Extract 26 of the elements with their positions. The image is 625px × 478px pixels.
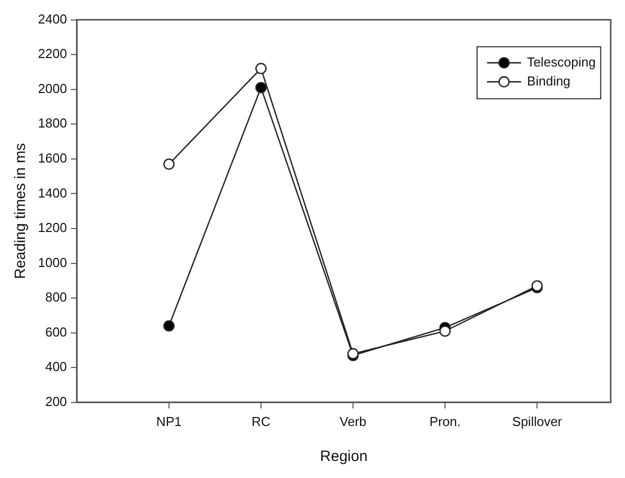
x-tick-label: Spillover — [512, 414, 563, 429]
x-axis-title: Region — [320, 448, 368, 466]
point — [163, 158, 175, 170]
y-tick-label: 1200 — [38, 220, 67, 236]
point — [439, 325, 451, 337]
y-tick-label: 600 — [45, 324, 67, 340]
point — [255, 82, 267, 94]
y-tick-label: 200 — [45, 394, 67, 409]
y-tick-label: 1000 — [38, 254, 67, 270]
x-tick-label: RC — [252, 414, 270, 429]
y-tick-label: 2200 — [38, 46, 67, 62]
y-tick-label: 2000 — [38, 80, 67, 96]
y-tick-label: 400 — [45, 359, 67, 374]
y-axis-title: Reading times in ms — [12, 143, 30, 280]
x-tick-label: Verb — [340, 414, 366, 429]
y-tick-label: 1600 — [38, 150, 67, 166]
legend-label: Binding — [527, 73, 570, 88]
x-tick-label: NP1 — [156, 414, 182, 429]
x-tick-label: Pron. — [430, 414, 461, 429]
point — [163, 320, 175, 332]
y-tick-label: 1800 — [38, 116, 67, 131]
legend-label: Telescoping — [527, 54, 596, 70]
y-tick-label: 1400 — [38, 185, 67, 200]
point — [255, 62, 267, 74]
y-tick-label: 2400 — [38, 11, 67, 26]
y-tick-label: 800 — [45, 290, 67, 305]
